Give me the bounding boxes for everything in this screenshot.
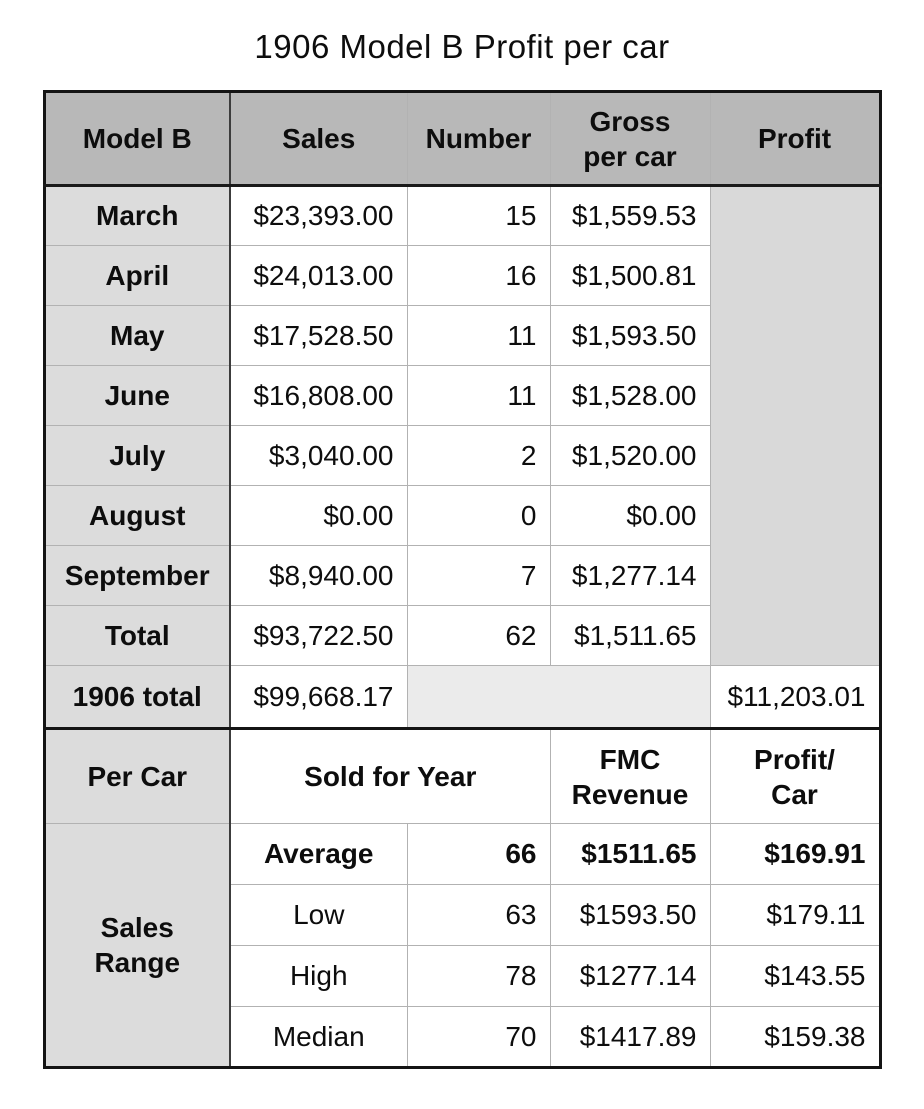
month-label-cell: July bbox=[43, 425, 231, 486]
month-label-cell: May bbox=[43, 305, 231, 366]
fmc-revenue-cell: $1417.89 bbox=[549, 1006, 711, 1068]
number-cell: 62 bbox=[406, 605, 551, 666]
month-row: May $17,528.50 11 $1,593.50 bbox=[43, 305, 880, 366]
month-row: April $24,013.00 16 $1,500.81 bbox=[43, 245, 880, 306]
stat-label-cell: Average bbox=[229, 823, 408, 885]
col-header-number: Number bbox=[406, 91, 551, 187]
month-label-cell: Total bbox=[43, 605, 231, 666]
profit-per-car-cell: $169.91 bbox=[709, 823, 881, 885]
sales-cell: $3,040.00 bbox=[229, 425, 408, 486]
number-cell: 16 bbox=[406, 245, 551, 306]
gross-cell: $1,593.50 bbox=[549, 305, 711, 366]
gross-cell: $1,277.14 bbox=[549, 545, 711, 606]
sales-cell: $17,528.50 bbox=[229, 305, 408, 366]
stat-label-cell: Median bbox=[229, 1006, 408, 1068]
number-cell: 2 bbox=[406, 425, 551, 486]
number-cell: 11 bbox=[406, 305, 551, 366]
col-header-gross-per-car: Gross per car bbox=[549, 91, 711, 187]
profit-table: Model B Sales Number Gross per car Profi… bbox=[42, 90, 882, 1069]
sales-cell: $23,393.00 bbox=[229, 185, 408, 246]
col-header-profit: Profit bbox=[709, 91, 881, 187]
sales-cell: $93,722.50 bbox=[229, 605, 408, 666]
sold-count-cell: 66 bbox=[406, 823, 551, 885]
month-label-cell: April bbox=[43, 245, 231, 306]
year-total-row: 1906 total $99,668.17 $11,203.01 bbox=[43, 665, 881, 730]
fmc-revenue-cell: $1593.50 bbox=[549, 884, 711, 946]
fmc-revenue-header-cell: FMC Revenue bbox=[549, 728, 711, 824]
stat-row: High 78 $1277.14 $143.55 bbox=[44, 945, 881, 1007]
stat-row: Sales Range Average 66 $1511.65 $169.91 bbox=[43, 823, 881, 1068]
month-row: June $16,808.00 11 $1,528.00 bbox=[43, 365, 880, 426]
stat-label-cell: High bbox=[229, 945, 408, 1007]
percar-label-cell: Per Car bbox=[43, 728, 231, 824]
sales-range-cell: Sales Range bbox=[43, 823, 231, 1068]
sales-cell: $24,013.00 bbox=[229, 245, 408, 306]
month-label-cell: August bbox=[43, 485, 231, 546]
month-row: September $8,940.00 7 $1,277.14 bbox=[43, 545, 880, 606]
sold-count-cell: 63 bbox=[406, 884, 551, 946]
month-label-cell: June bbox=[43, 365, 231, 426]
sold-count-cell: 70 bbox=[406, 1006, 551, 1068]
year-total-sales-cell: $99,668.17 bbox=[229, 665, 408, 730]
gross-cell: $1,500.81 bbox=[549, 245, 711, 306]
month-row: March $23,393.00 15 $1,559.53 bbox=[43, 185, 881, 666]
monthly-header-row: Model B Sales Number Gross per car Profi… bbox=[43, 91, 881, 187]
sales-cell: $16,808.00 bbox=[229, 365, 408, 426]
gross-cell: $1,511.65 bbox=[549, 605, 711, 666]
sold-count-cell: 78 bbox=[406, 945, 551, 1007]
profit-per-car-cell: $143.55 bbox=[709, 945, 881, 1007]
stat-row: Median 70 $1417.89 $159.38 bbox=[44, 1006, 881, 1068]
profit-car-header-cell: Profit/ Car bbox=[709, 728, 881, 824]
month-label-cell: March bbox=[43, 185, 231, 246]
number-cell: 15 bbox=[406, 185, 551, 246]
profit-per-car-cell: $159.38 bbox=[709, 1006, 881, 1068]
number-cell: 11 bbox=[406, 365, 551, 426]
year-total-spacer-cell bbox=[406, 665, 711, 730]
number-cell: 7 bbox=[406, 545, 551, 606]
stat-label-cell: Low bbox=[229, 884, 408, 946]
gross-cell: $0.00 bbox=[549, 485, 711, 546]
month-label-cell: September bbox=[43, 545, 231, 606]
page-title: 1906 Model B Profit per car bbox=[254, 28, 670, 65]
sales-cell: $8,940.00 bbox=[229, 545, 408, 606]
percar-header-row: Per Car Sold for Year FMC Revenue Profit… bbox=[43, 728, 881, 824]
gross-cell: $1,520.00 bbox=[549, 425, 711, 486]
profit-per-car-cell: $179.11 bbox=[709, 884, 881, 946]
stat-row: Low 63 $1593.50 $179.11 bbox=[44, 884, 881, 946]
sold-for-year-header-cell: Sold for Year bbox=[229, 728, 551, 824]
fmc-revenue-cell: $1277.14 bbox=[549, 945, 711, 1007]
number-cell: 0 bbox=[406, 485, 551, 546]
gross-cell: $1,559.53 bbox=[549, 185, 711, 246]
col-header-model-b: Model B bbox=[43, 91, 231, 187]
profit-merged-cell bbox=[709, 185, 881, 666]
year-total-profit-cell: $11,203.01 bbox=[709, 665, 881, 730]
gross-cell: $1,528.00 bbox=[549, 365, 711, 426]
year-total-label-cell: 1906 total bbox=[43, 665, 231, 730]
fmc-revenue-cell: $1511.65 bbox=[549, 823, 711, 885]
sales-cell: $0.00 bbox=[229, 485, 408, 546]
col-header-sales: Sales bbox=[229, 91, 408, 187]
